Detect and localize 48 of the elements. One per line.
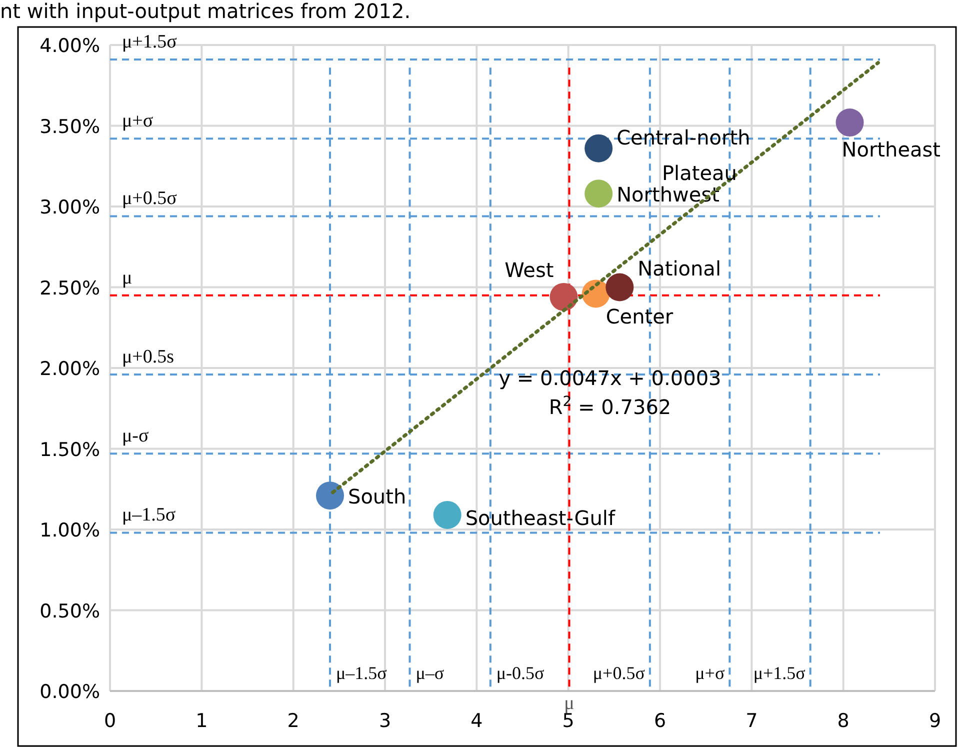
point (550, 282, 578, 311)
y-tick-label: 1.50% (40, 438, 100, 461)
point (433, 500, 462, 529)
x-tick-label: 4 (470, 710, 483, 732)
ref-line-label: μ+σ (122, 110, 154, 132)
y-tick-label: 0.00% (40, 681, 100, 703)
series-label: Southeast-Gulf (465, 506, 616, 530)
y-tick-label: 2.00% (40, 358, 100, 380)
ref-line-label: μ+0.5σ (122, 188, 177, 210)
series-label: Center (606, 304, 674, 329)
ref-line-label: μ (564, 693, 574, 714)
x-tick-label: 1 (196, 710, 208, 732)
point (316, 482, 344, 510)
y-tick-label: 1.00% (40, 520, 100, 542)
y-tick-label: 2.50% (40, 277, 100, 300)
x-tick-label: 7 (746, 710, 758, 732)
point (836, 108, 864, 137)
ref-line-label: μ-σ (122, 426, 149, 447)
point (584, 180, 613, 208)
x-tick-label: 8 (837, 710, 850, 732)
series-label: Northeast (842, 138, 941, 162)
ref-line-label: μ–σ (416, 663, 444, 683)
series-label: West (504, 258, 554, 282)
x-tick-label: 0 (104, 710, 116, 732)
ref-line-label: μ (122, 267, 132, 288)
chart-title: nt with input-output matrices from 2012. (0, 0, 411, 23)
point (606, 273, 634, 302)
ref-line-label: μ+0.5σ (592, 663, 646, 683)
ref-line-label: μ-0.5σ (496, 663, 545, 683)
y-tick-label: 3.00% (40, 196, 100, 218)
y-tick-label: 3.50% (40, 116, 100, 138)
series-label: National (638, 256, 722, 280)
series-label: South (348, 484, 406, 509)
ref-line-label: μ+0.5s (122, 346, 174, 368)
annotation: R$^{2}$ = 0.7362 (548, 394, 672, 419)
annotation: Plateau (662, 161, 737, 185)
y-tick-label: 4.00% (40, 35, 100, 57)
point (584, 134, 613, 162)
ref-line-label: μ–1.5σ (336, 663, 388, 683)
ref-line-label: μ+1.5σ (753, 663, 806, 683)
ref-line-label: μ+σ (695, 663, 725, 683)
x-tick-label: 3 (378, 710, 392, 732)
x-tick-label: 2 (287, 710, 300, 732)
ref-line-label: μ+1.5σ (122, 32, 177, 53)
x-tick-label: 9 (928, 710, 942, 732)
ref-line-label: μ–1.5σ (122, 504, 176, 526)
x-tick-label: 6 (654, 710, 666, 732)
y-tick-label: 0.50% (40, 600, 100, 622)
